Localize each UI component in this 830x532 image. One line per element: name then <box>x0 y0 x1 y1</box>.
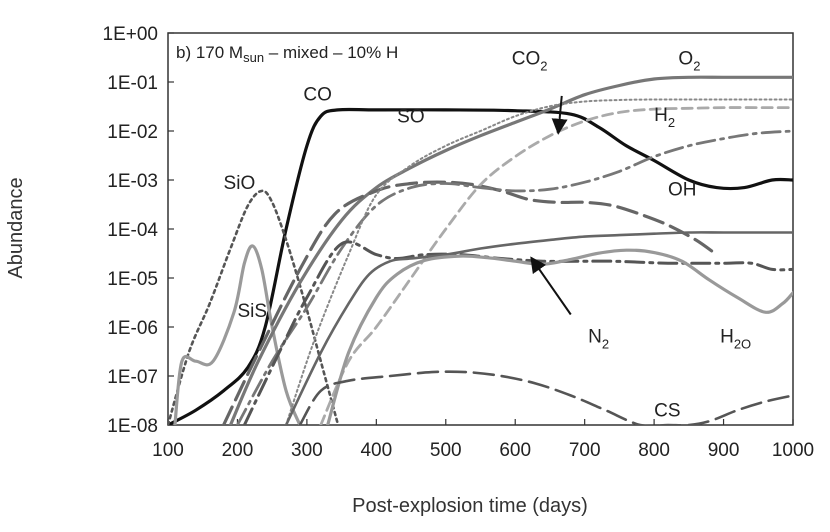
x-tick-label: 800 <box>638 440 670 461</box>
label-base: N <box>588 327 602 348</box>
series-line-oh <box>242 240 793 425</box>
y-tick-label: 1E-07 <box>107 367 158 388</box>
x-tick-label: 600 <box>499 440 531 461</box>
curve-label-o2: O2 <box>678 48 700 73</box>
curve-label-h2o: H2O <box>720 327 751 352</box>
y-tick-label: 1E-04 <box>107 220 158 241</box>
label-subscript: 2 <box>540 58 547 73</box>
y-tick-label: 1E-03 <box>107 171 158 192</box>
y-axis-title: Abundance <box>5 177 27 278</box>
label-base: H <box>720 327 734 348</box>
curve-label-n2: N2 <box>588 327 609 352</box>
plot-frame <box>167 32 794 426</box>
x-axis-title: Post-explosion time (days) <box>352 495 588 517</box>
arrow-n2 <box>530 256 572 316</box>
label-subscript: 2 <box>602 337 609 352</box>
panel-title-subscript: sun <box>243 50 264 65</box>
series-line-h2o <box>326 248 793 425</box>
curve-label-sio: SiO <box>224 173 256 194</box>
series-layer <box>168 75 793 425</box>
x-tick-label: 300 <box>291 440 323 461</box>
axes <box>167 32 794 426</box>
series-line-so <box>222 180 719 425</box>
y-tick-label: 1E-01 <box>107 73 158 94</box>
panel-title: b) 170 Msun – mixed – 10% H <box>176 43 398 65</box>
x-tick-label: 1000 <box>772 440 814 461</box>
x-tick-label: 100 <box>152 440 184 461</box>
x-tick-label: 200 <box>222 440 254 461</box>
curve-label-so: SO <box>397 106 424 127</box>
series-line-h2 <box>236 129 793 425</box>
arrow-co2 <box>551 95 568 135</box>
series-line-cs <box>298 370 793 425</box>
label-subscript: 2O <box>734 337 751 352</box>
label-subscript: 2 <box>668 115 675 130</box>
tick-labels: 100 200 300 400 500 600 700 800 900 1000 1E-08 1E-0… <box>103 24 815 461</box>
series-line-n2 <box>284 231 793 425</box>
curve-label-co2: CO2 <box>512 48 548 73</box>
curve-label-co: CO <box>303 84 332 105</box>
y-tick-label: 1E-08 <box>107 416 158 437</box>
curve-label-oh: OH <box>668 180 697 201</box>
series-line-dotted-co2-region- <box>285 98 793 425</box>
label-subscript: 2 <box>693 58 700 73</box>
label-base: CO <box>512 48 541 69</box>
series-line-co <box>168 107 793 425</box>
x-tick-label: 700 <box>569 440 601 461</box>
label-base: O <box>678 48 693 69</box>
curve-label-h2: H2 <box>654 105 675 130</box>
y-tick-label: 1E-02 <box>107 122 158 143</box>
series-line-sis <box>173 244 302 425</box>
curve-label-sis: SiS <box>237 301 267 322</box>
y-tick-label: 1E+00 <box>103 24 158 45</box>
label-base: H <box>654 105 668 126</box>
panel-title-prefix: b) 170 M <box>176 43 243 62</box>
y-tick-label: 1E-05 <box>107 269 158 290</box>
series-line-co2 <box>319 106 793 425</box>
x-tick-label: 900 <box>708 440 740 461</box>
series-line-sio <box>168 189 340 425</box>
arrows <box>530 95 572 316</box>
y-tick-label: 1E-06 <box>107 318 158 339</box>
x-tick-label: 400 <box>360 440 392 461</box>
curve-label-cs: CS <box>654 400 680 421</box>
panel-title-suffix: – mixed – 10% H <box>264 43 398 62</box>
series-line-o2 <box>228 75 793 425</box>
x-tick-label: 500 <box>430 440 462 461</box>
